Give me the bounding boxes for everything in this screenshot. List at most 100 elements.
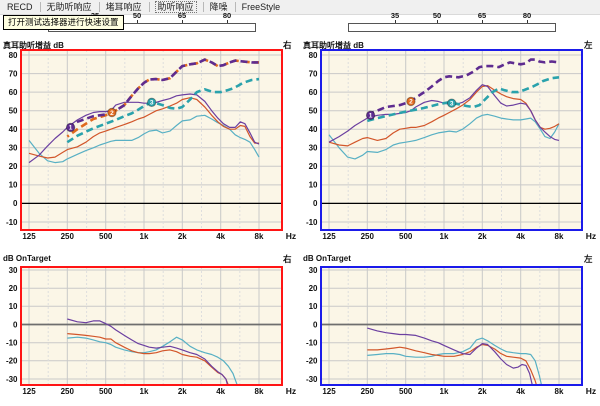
series-ontarget-orange bbox=[67, 333, 229, 385]
y-axis-labels: 80 70 60 50 40 30 20 10 0 -10 bbox=[6, 51, 18, 227]
x-axis-unit: Hz bbox=[286, 231, 296, 241]
svg-text:30: 30 bbox=[309, 266, 318, 275]
svg-text:-30: -30 bbox=[306, 375, 318, 384]
ontarget-chart-right-ear[interactable]: 30 20 10 0 -10 -20 -30 125 250 500 1k 2k 4k 8k Hz bbox=[0, 262, 300, 406]
svg-text:70: 70 bbox=[309, 69, 318, 78]
svg-text:20: 20 bbox=[9, 284, 18, 293]
tick-80: 80 bbox=[222, 11, 232, 20]
curves bbox=[367, 327, 543, 385]
tab-unaided-response[interactable]: 无助听响应 bbox=[39, 0, 99, 14]
chart-title-reag-left: 真耳助听增益 dB bbox=[303, 41, 364, 50]
curves bbox=[67, 318, 238, 385]
series-target-purple-dashed bbox=[66, 58, 259, 129]
svg-text:-20: -20 bbox=[306, 357, 318, 366]
svg-text:30: 30 bbox=[9, 144, 18, 153]
svg-text:3: 3 bbox=[450, 101, 454, 108]
svg-text:30: 30 bbox=[309, 144, 318, 153]
tab-freestyle[interactable]: FreeStyle bbox=[234, 0, 288, 14]
level-marker-2: 2 bbox=[107, 107, 117, 118]
level-marker-2: 2 bbox=[406, 96, 416, 107]
svg-text:-10: -10 bbox=[6, 218, 18, 227]
ear-label-right: 右 bbox=[283, 254, 292, 264]
svg-text:4k: 4k bbox=[216, 387, 225, 396]
svg-text:-10: -10 bbox=[306, 339, 318, 348]
tick-50: 50 bbox=[432, 11, 442, 20]
tick-80: 80 bbox=[522, 11, 532, 20]
svg-text:-20: -20 bbox=[6, 357, 18, 366]
y-axis-labels: 30 20 10 0 -10 -20 -30 bbox=[6, 266, 18, 384]
x-axis-labels: 125 250 500 1k 2k 4k 8k Hz bbox=[22, 386, 296, 396]
level-scale-left-ear[interactable]: 35 50 65 80 bbox=[348, 12, 556, 32]
svg-text:20: 20 bbox=[9, 162, 18, 171]
svg-text:1: 1 bbox=[69, 125, 73, 132]
tab-occlusion-response[interactable]: 堵耳响应 bbox=[98, 0, 149, 14]
plot-border bbox=[20, 49, 283, 231]
svg-text:500: 500 bbox=[399, 387, 413, 396]
svg-text:250: 250 bbox=[361, 387, 375, 396]
tick-35: 35 bbox=[390, 11, 400, 20]
ear-label-left: 左 bbox=[584, 40, 593, 50]
tab-noise-reduction[interactable]: 降噪 bbox=[202, 0, 235, 14]
svg-text:250: 250 bbox=[61, 387, 75, 396]
y-axis-labels: 80 70 60 50 40 30 20 10 0 -10 bbox=[306, 51, 318, 227]
svg-text:20: 20 bbox=[309, 284, 318, 293]
series-ontarget-purple bbox=[367, 327, 533, 385]
tick-mark bbox=[526, 20, 528, 23]
svg-text:500: 500 bbox=[99, 387, 113, 396]
plot-background bbox=[21, 267, 282, 385]
series-ontarget-purple bbox=[67, 318, 229, 385]
ontarget-chart-left-ear[interactable]: 30 20 10 0 -10 -20 -30 125 250 500 1k 2k 4k 8k Hz bbox=[300, 262, 600, 406]
series-target-teal-dashed bbox=[66, 77, 260, 144]
y-axis-labels: 30 20 10 0 -10 -20 -30 bbox=[306, 266, 318, 384]
chart-title-ontarget-left: dB OnTarget bbox=[303, 254, 351, 263]
x-axis-labels: 125 250 500 1k 2k 4k 8k Hz bbox=[22, 231, 296, 241]
svg-text:40: 40 bbox=[9, 125, 18, 134]
plot-background bbox=[321, 267, 582, 385]
tooltip: 打开测试选择器进行快速设置 bbox=[3, 15, 124, 30]
svg-text:-30: -30 bbox=[6, 375, 18, 384]
svg-text:500: 500 bbox=[399, 232, 413, 241]
tick-mark bbox=[481, 20, 483, 23]
svg-text:0: 0 bbox=[313, 199, 318, 208]
svg-text:4k: 4k bbox=[516, 387, 525, 396]
x-axis-unit: Hz bbox=[286, 386, 296, 396]
plot-border bbox=[320, 266, 583, 386]
series-measured-orange bbox=[28, 97, 259, 159]
svg-text:250: 250 bbox=[361, 232, 375, 241]
svg-text:3: 3 bbox=[150, 100, 154, 107]
x-axis-labels: 125 250 500 1k 2k 4k 8k Hz bbox=[322, 231, 596, 241]
svg-text:10: 10 bbox=[9, 181, 18, 190]
tab-recd[interactable]: RECD bbox=[7, 2, 33, 12]
svg-text:10: 10 bbox=[309, 181, 318, 190]
svg-text:70: 70 bbox=[9, 69, 18, 78]
chart-title-reag-right: 真耳助听增益 dB bbox=[3, 41, 64, 50]
tick-mark bbox=[394, 20, 396, 23]
plot-border bbox=[320, 49, 583, 231]
series-ontarget-orange bbox=[367, 343, 538, 385]
svg-text:2k: 2k bbox=[478, 232, 487, 241]
svg-text:20: 20 bbox=[309, 162, 318, 171]
svg-text:1: 1 bbox=[369, 113, 373, 120]
reag-chart-left-ear[interactable]: 1 2 3 80 70 60 50 40 30 20 10 0 -10 125 250 500 1k 2k 4k 8k… bbox=[300, 48, 600, 246]
svg-text:10: 10 bbox=[309, 302, 318, 311]
tick-65: 65 bbox=[477, 11, 487, 20]
series-ontarget-cyan bbox=[67, 336, 238, 385]
series-measured-cyan bbox=[28, 114, 260, 164]
reag-chart-right-ear[interactable]: 1 2 3 80 70 60 50 40 30 20 10 0 -10 125 250 500 1k 2k 4k 8k… bbox=[0, 48, 300, 246]
tab-aided-response[interactable]: 助听响应 bbox=[148, 0, 203, 14]
gridlines bbox=[321, 50, 582, 230]
svg-text:50: 50 bbox=[309, 107, 318, 116]
svg-text:40: 40 bbox=[309, 125, 318, 134]
svg-text:8k: 8k bbox=[255, 232, 264, 241]
svg-text:4k: 4k bbox=[216, 232, 225, 241]
tick-mark bbox=[136, 20, 138, 23]
plot-border bbox=[20, 266, 283, 386]
level-marker-1: 1 bbox=[65, 122, 76, 133]
tick-mark bbox=[436, 20, 438, 23]
svg-text:-10: -10 bbox=[306, 218, 318, 227]
ear-label-right: 右 bbox=[283, 40, 292, 50]
level-track-left[interactable] bbox=[348, 23, 556, 32]
svg-text:250: 250 bbox=[61, 232, 75, 241]
series-target-purple-dashed bbox=[366, 58, 560, 116]
svg-text:2: 2 bbox=[110, 110, 114, 117]
